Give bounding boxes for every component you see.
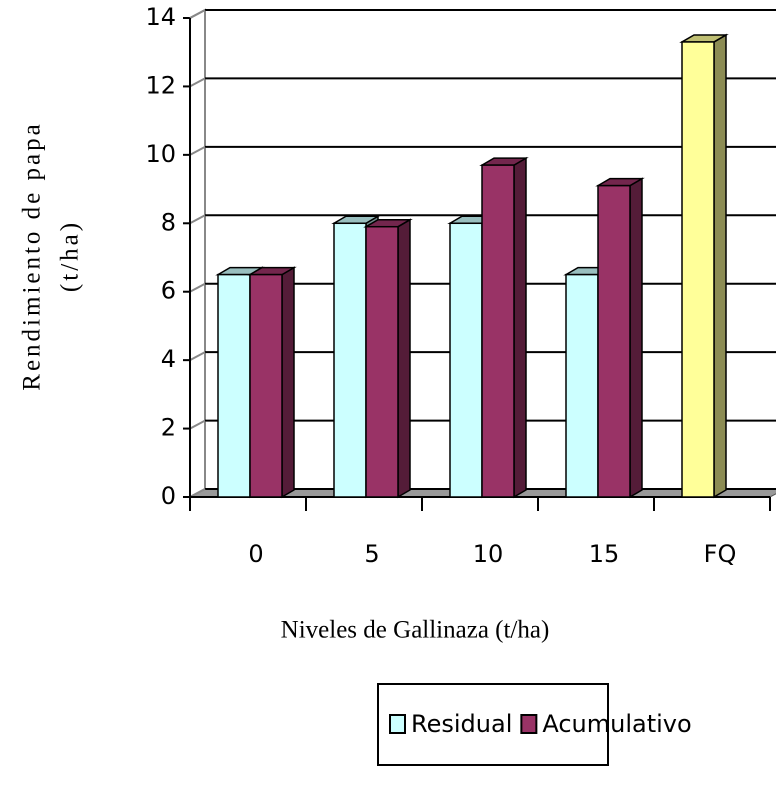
bar-front <box>565 273 599 498</box>
bar <box>595 177 645 499</box>
grid-line <box>189 214 206 225</box>
grid-line <box>189 419 206 430</box>
bar-front <box>681 41 715 498</box>
y-axis-label: Rendimiento de papa <box>19 121 46 390</box>
bar-front <box>597 184 631 498</box>
y-axis-label: (t/ha) <box>57 220 84 292</box>
bar-front <box>333 222 367 498</box>
legend-swatch <box>520 714 538 734</box>
y-tick-label: 2 <box>161 414 176 442</box>
bar-front <box>365 225 399 498</box>
legend: Residual Acumulativo <box>377 683 692 766</box>
grid-line <box>189 488 206 498</box>
bar-front <box>449 222 483 498</box>
bar <box>363 218 413 499</box>
grid-line <box>189 145 206 156</box>
y-tick-label: 4 <box>161 345 176 373</box>
y-tick-label: 10 <box>145 140 176 168</box>
grid-line <box>189 282 206 293</box>
grid-line <box>189 9 206 19</box>
y-tick-label: 6 <box>161 277 176 305</box>
bar-front <box>481 164 515 498</box>
bar-side <box>397 218 411 499</box>
x-tick-label: FQ <box>704 540 737 568</box>
bar-front <box>249 273 283 498</box>
y-tick-label: 14 <box>145 3 176 31</box>
bar-front <box>217 273 251 498</box>
bar-side <box>713 33 727 499</box>
x-tick-label: 15 <box>589 540 620 568</box>
bar-side <box>629 177 643 499</box>
y-tick-label: 8 <box>161 208 176 236</box>
grid-line <box>189 77 206 88</box>
legend-swatch <box>389 714 406 734</box>
x-tick-label: 10 <box>473 540 504 568</box>
legend-label: Acumulativo <box>542 710 691 738</box>
y-tick-label: 12 <box>145 71 176 99</box>
legend-label: Residual <box>411 710 512 738</box>
grid-line <box>189 351 206 362</box>
x-tick-label: 0 <box>248 540 263 568</box>
bar-side <box>281 266 295 499</box>
bar-side <box>513 156 527 499</box>
y-tick-label: 0 <box>161 482 176 510</box>
legend-box <box>377 683 609 766</box>
x-axis-label: Niveles de Gallinaza (t/ha) <box>281 617 550 644</box>
bar <box>479 156 529 499</box>
bar <box>679 33 729 499</box>
x-tick-label: 5 <box>364 540 379 568</box>
bar <box>247 266 297 499</box>
